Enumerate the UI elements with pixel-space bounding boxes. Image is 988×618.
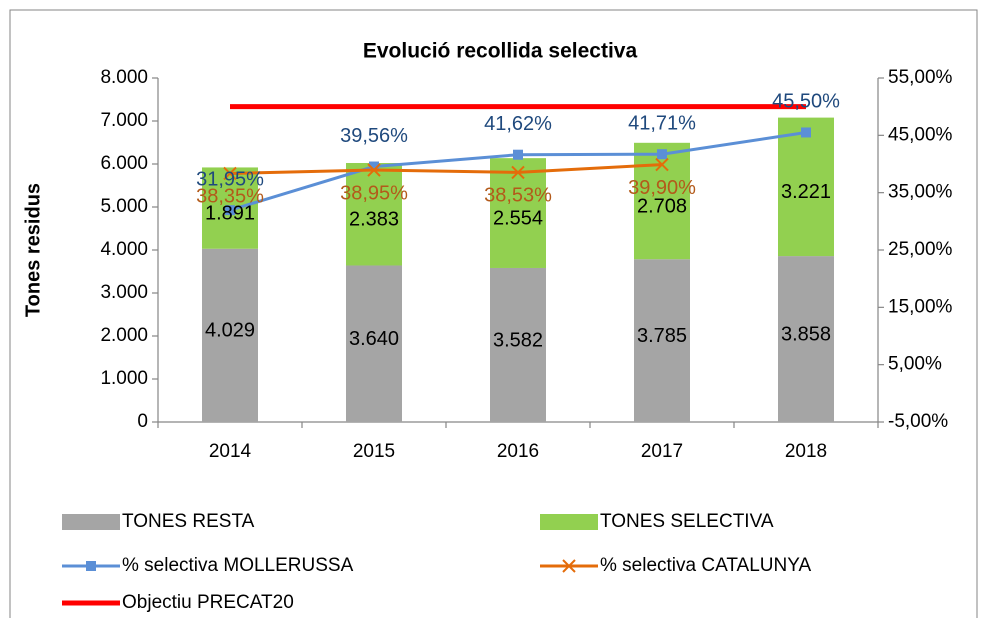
- y-tick-label: 6.000: [100, 153, 148, 174]
- x-tick-label: 2017: [641, 441, 683, 462]
- y-tick-label: 3.000: [100, 282, 148, 303]
- marker: [367, 163, 381, 177]
- data-label: 39,90%: [628, 177, 696, 199]
- bar: [778, 256, 834, 422]
- marker: [223, 166, 237, 181]
- y2-tick-label: 35,00%: [888, 182, 953, 203]
- legend-swatch: [540, 514, 598, 530]
- data-label: 39,56%: [340, 125, 408, 147]
- data-label: 3.640: [349, 328, 399, 350]
- legend-swatch: [62, 514, 120, 530]
- y-axis-title: Tones residus: [22, 183, 44, 317]
- bar: [634, 259, 690, 422]
- data-label: 3.785: [637, 325, 687, 347]
- y2-tick-label: 25,00%: [888, 239, 953, 260]
- bar: [490, 267, 546, 422]
- data-label: 2.554: [493, 207, 543, 229]
- bar: [346, 163, 402, 266]
- x-tick-label: 2015: [353, 441, 395, 462]
- data-label: 2.708: [637, 195, 687, 217]
- marker: [801, 127, 811, 138]
- line-series: [229, 163, 663, 175]
- data-label: 1.891: [205, 202, 255, 224]
- legend-marker: [562, 559, 576, 573]
- x-tick-label: 2014: [209, 441, 252, 462]
- y-tick-label: 1.000: [100, 368, 148, 389]
- marker: [511, 165, 525, 180]
- chart-title: Evolució recollida selectiva: [363, 40, 638, 63]
- marker: [225, 205, 235, 216]
- y2-tick-label: 5,00%: [888, 354, 942, 375]
- y-tick-label: 0: [137, 411, 148, 432]
- marker: [655, 157, 669, 172]
- bar: [202, 248, 258, 422]
- data-label: 3.221: [781, 181, 831, 203]
- legend-label: Objectiu PRECAT20: [122, 592, 294, 613]
- x-tick-label: 2018: [785, 441, 827, 462]
- data-label: 3.858: [781, 323, 831, 345]
- legend-marker: [86, 561, 96, 571]
- data-label: 45,50%: [772, 91, 840, 113]
- y-tick-label: 7.000: [100, 110, 148, 131]
- data-label: 3.582: [493, 329, 543, 351]
- y-tick-label: 2.000: [100, 325, 148, 346]
- data-label: 38,35%: [196, 186, 264, 208]
- marker: [657, 149, 667, 160]
- data-label: 38,95%: [340, 182, 408, 204]
- legend-label: % selectiva MOLLERUSSA: [122, 555, 354, 576]
- legend-label: TONES SELECTIVA: [600, 511, 774, 532]
- y-tick-label: 4.000: [100, 239, 148, 260]
- data-label: 41,62%: [484, 113, 552, 135]
- data-label: 2.383: [349, 209, 399, 231]
- legend-label: % selectiva CATALUNYA: [600, 555, 811, 576]
- y2-tick-label: 55,00%: [888, 67, 953, 88]
- bar: [778, 117, 834, 257]
- marker: [513, 149, 523, 160]
- data-label: 31,95%: [196, 168, 264, 190]
- data-label: 4.029: [205, 320, 255, 342]
- x-tick-label: 2016: [497, 441, 539, 462]
- y2-tick-label: -5,00%: [888, 411, 948, 432]
- data-label: 41,71%: [628, 112, 696, 134]
- bar: [346, 265, 402, 422]
- y-tick-label: 5.000: [100, 196, 148, 217]
- y2-tick-label: 45,00%: [888, 124, 953, 145]
- y2-tick-label: 15,00%: [888, 296, 953, 317]
- bar: [634, 142, 690, 260]
- legend-label: TONES RESTA: [122, 511, 255, 532]
- marker: [369, 161, 379, 172]
- bar: [490, 158, 546, 268]
- y-tick-label: 8.000: [100, 67, 148, 88]
- data-label: 38,53%: [484, 185, 552, 207]
